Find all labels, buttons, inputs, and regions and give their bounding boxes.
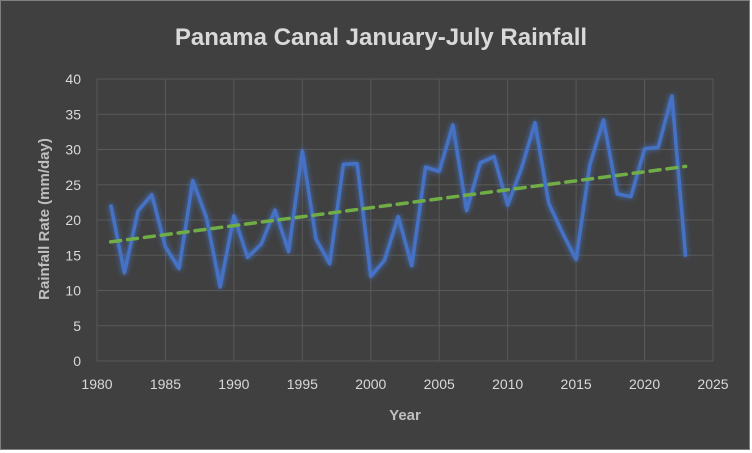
x-tick-label: 2025 <box>697 376 728 392</box>
y-tick-label: 40 <box>65 71 81 87</box>
y-axis-ticks: 0 5 10 15 20 25 30 35 40 <box>65 71 81 369</box>
x-tick-label: 2015 <box>561 376 592 392</box>
y-tick-label: 0 <box>73 353 81 369</box>
y-axis-title: Rainfall Rate (mm/day) <box>36 138 53 300</box>
y-tick-label: 35 <box>65 106 81 122</box>
x-tick-label: 1995 <box>287 376 318 392</box>
x-tick-label: 1990 <box>218 376 249 392</box>
y-tick-label: 25 <box>65 177 81 193</box>
chart-title: Panama Canal January-July Rainfall <box>175 24 587 51</box>
x-axis-title: Year <box>389 407 421 424</box>
y-tick-label: 15 <box>65 247 81 263</box>
rainfall-series-line <box>111 96 686 287</box>
series-layer <box>111 96 686 287</box>
x-tick-label: 2020 <box>629 376 660 392</box>
grid <box>97 79 713 361</box>
y-tick-label: 10 <box>65 283 81 299</box>
x-tick-label: 2000 <box>355 376 386 392</box>
trendline <box>111 166 686 241</box>
x-axis-ticks: 1980 1985 1990 1995 2000 2005 2010 2015 2020 2025 <box>81 376 728 392</box>
y-tick-label: 5 <box>73 318 81 334</box>
x-tick-label: 1985 <box>150 376 181 392</box>
y-tick-label: 30 <box>65 142 81 158</box>
x-tick-label: 2005 <box>424 376 455 392</box>
y-tick-label: 20 <box>65 212 81 228</box>
x-tick-label: 2010 <box>492 376 523 392</box>
x-tick-label: 1980 <box>81 376 112 392</box>
